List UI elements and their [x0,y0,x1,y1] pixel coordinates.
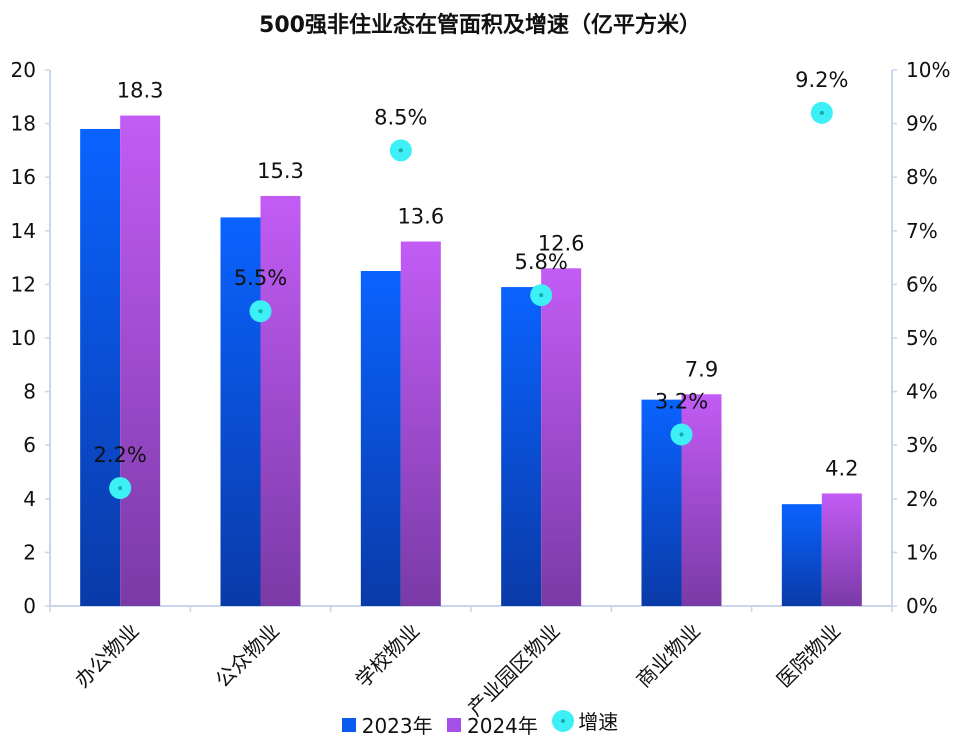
legend: 2023年 2024年 增速 [0,706,960,739]
y-right-tick-label: 1% [906,540,938,564]
y-left-tick-label: 16 [11,165,36,189]
y-right-tick-label: 7% [906,219,938,243]
bar-2024-value-label: 12.6 [538,231,585,255]
x-tick-label: 学校物业 [351,619,425,693]
y-left-tick-label: 14 [11,219,36,243]
bar-2024-value-label: 13.6 [397,205,444,229]
legend-item-2023: 2023年 [341,710,433,739]
bar-2023 [501,287,542,606]
bar-2024 [541,268,582,606]
growth-value-label: 3.2% [655,389,708,413]
y-left-tick-label: 10 [11,326,36,350]
x-tick-label: 公众物业 [210,619,284,693]
y-right-tick-label: 3% [906,433,938,457]
legend-item-growth: 增速 [552,706,618,735]
bar-2024-value-label: 4.2 [825,456,858,480]
legend-dot-growth [552,709,575,732]
y-right-tick-label: 2% [906,487,938,511]
y-left-tick-label: 6 [23,433,36,457]
bar-2023 [781,504,822,606]
y-right-tick-label: 8% [906,165,938,189]
y-left-tick-label: 12 [11,272,36,296]
legend-label-growth: 增速 [578,710,619,734]
bar-2024-value-label: 7.9 [685,357,718,381]
y-left-tick-label: 0 [23,594,36,618]
y-left-tick-label: 2 [23,540,36,564]
growth-value-label: 5.8% [514,250,567,274]
growth-value-label: 2.2% [93,443,146,467]
y-right-tick-label: 10% [906,58,950,82]
growth-point-center [679,432,684,437]
y-right-tick-label: 5% [906,326,938,350]
x-tick-label: 办公物业 [70,619,144,693]
y-left-tick-label: 18 [11,112,36,136]
bar-2024 [260,195,301,606]
bar-2023 [220,217,261,606]
x-tick-label: 商业物业 [631,619,705,693]
growth-value-label: 5.5% [234,266,287,290]
x-tick-label: 医院物业 [772,619,846,693]
y-right-tick-label: 0% [906,594,938,618]
bar-2023 [80,128,121,606]
growth-value-label: 8.5% [374,105,427,129]
growth-point-center [819,110,824,115]
legend-swatch-2023 [341,717,356,732]
growth-value-label: 9.2% [795,68,848,92]
growth-point-center [118,486,123,491]
growth-point-center [258,309,263,314]
y-left-tick-label: 20 [11,58,36,82]
legend-label-2023: 2023年 [361,714,433,738]
bar-2023 [360,271,401,606]
chart-title: 500强非住业态在管面积及增速（亿平方米） [259,12,701,38]
legend-label-2024: 2024年 [467,714,538,738]
growth-point-center [539,293,544,298]
legend-item-2024: 2024年 [447,710,538,739]
legend-swatch-2024 [447,717,461,732]
bar-2024-value-label: 15.3 [257,159,304,183]
bar-2024 [821,493,862,606]
y-right-tick-label: 9% [906,112,938,136]
growth-point-center [398,148,403,153]
bar-2024 [400,241,441,606]
bar-2024-value-label: 18.3 [117,79,164,103]
bar-2024 [120,115,161,606]
y-right-tick-label: 6% [906,272,938,296]
y-left-tick-label: 4 [23,487,36,511]
y-right-tick-label: 4% [906,380,938,404]
y-left-tick-label: 8 [23,380,36,404]
